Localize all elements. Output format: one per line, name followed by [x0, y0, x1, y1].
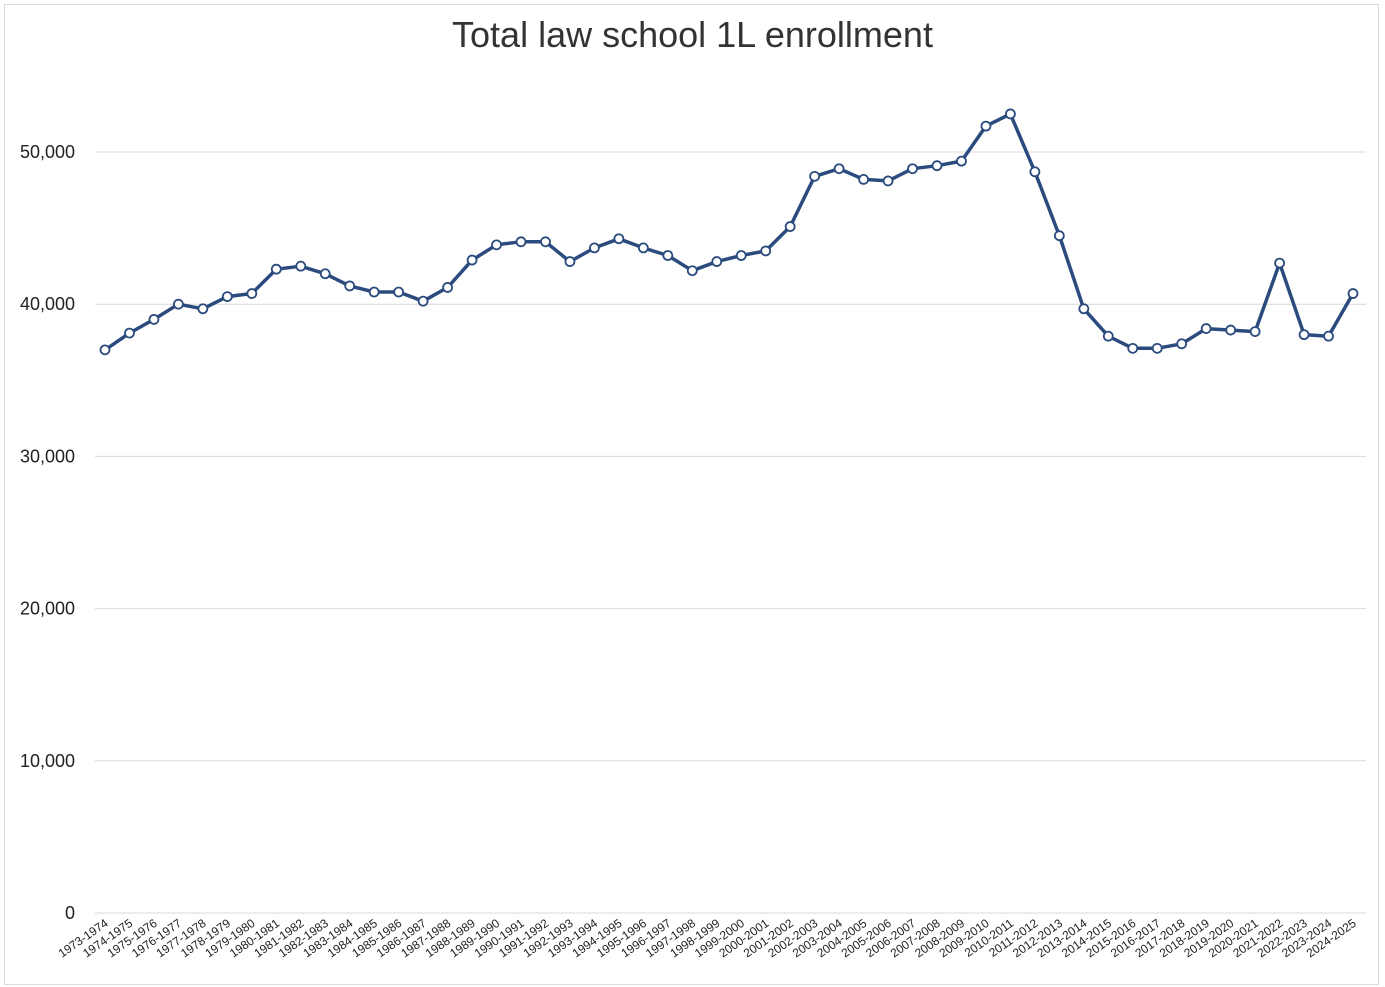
- data-point: [809, 170, 821, 182]
- data-point: [1200, 323, 1212, 334]
- data-point: [491, 239, 502, 251]
- data-point: [760, 245, 772, 257]
- data-point: [662, 250, 674, 261]
- chart-title: Total law school 1L enrollment: [452, 14, 933, 55]
- data-point: [931, 160, 943, 172]
- data-point: [124, 327, 135, 339]
- y-tick-label: 0: [65, 903, 75, 923]
- data-point: [784, 221, 796, 232]
- chart-frame: [4, 4, 1379, 985]
- data-point: [711, 256, 723, 267]
- data-point: [246, 288, 258, 299]
- data-point: [882, 175, 894, 187]
- y-tick-label: 20,000: [20, 599, 75, 619]
- data-point: [466, 254, 478, 266]
- data-point: [1151, 342, 1163, 354]
- data-point: [858, 173, 869, 185]
- data-point: [956, 155, 967, 167]
- series-markers: [99, 108, 1359, 356]
- data-point: [1249, 326, 1261, 337]
- data-point: [1053, 230, 1065, 242]
- data-point: [589, 242, 600, 254]
- y-axis-ticks: 0 10,000 20,000 30,000 40,000 50,000: [20, 142, 75, 923]
- data-point: [148, 314, 160, 325]
- data-point: [613, 233, 625, 245]
- data-point: [1102, 330, 1114, 342]
- gridlines: [95, 151, 1366, 914]
- data-point: [907, 163, 918, 175]
- data-point: [1347, 288, 1359, 299]
- y-tick-label: 10,000: [20, 751, 75, 771]
- data-point: [99, 344, 111, 356]
- data-point: [1274, 257, 1285, 269]
- data-point: [1029, 166, 1041, 178]
- y-tick-label: 30,000: [20, 446, 75, 466]
- data-point: [221, 291, 233, 302]
- data-point: [1078, 303, 1090, 315]
- data-point: [735, 250, 747, 261]
- data-point: [540, 236, 551, 248]
- data-point: [1323, 330, 1334, 342]
- data-point: [295, 260, 307, 272]
- x-axis-ticks: 1973-19741974-19751975-19761976-19771977…: [56, 916, 1359, 961]
- data-point: [1225, 324, 1237, 336]
- data-point: [393, 286, 405, 298]
- data-point: [980, 120, 992, 132]
- data-point: [368, 286, 380, 298]
- data-point: [319, 268, 331, 280]
- data-point: [197, 303, 209, 315]
- data-point: [564, 256, 576, 267]
- data-point: [1298, 329, 1310, 341]
- data-point: [1176, 338, 1188, 350]
- y-tick-label: 40,000: [20, 294, 75, 314]
- data-point: [344, 280, 356, 292]
- data-point: [442, 282, 453, 293]
- data-point: [417, 295, 429, 307]
- series-line: [104, 112, 1355, 352]
- data-point: [637, 242, 649, 254]
- data-point: [173, 298, 184, 310]
- data-point: [1127, 342, 1139, 354]
- y-tick-label: 50,000: [20, 142, 75, 162]
- data-point: [515, 236, 527, 248]
- data-point: [1005, 108, 1016, 120]
- data-point: [833, 163, 845, 175]
- data-point: [270, 263, 282, 275]
- data-point: [686, 265, 698, 277]
